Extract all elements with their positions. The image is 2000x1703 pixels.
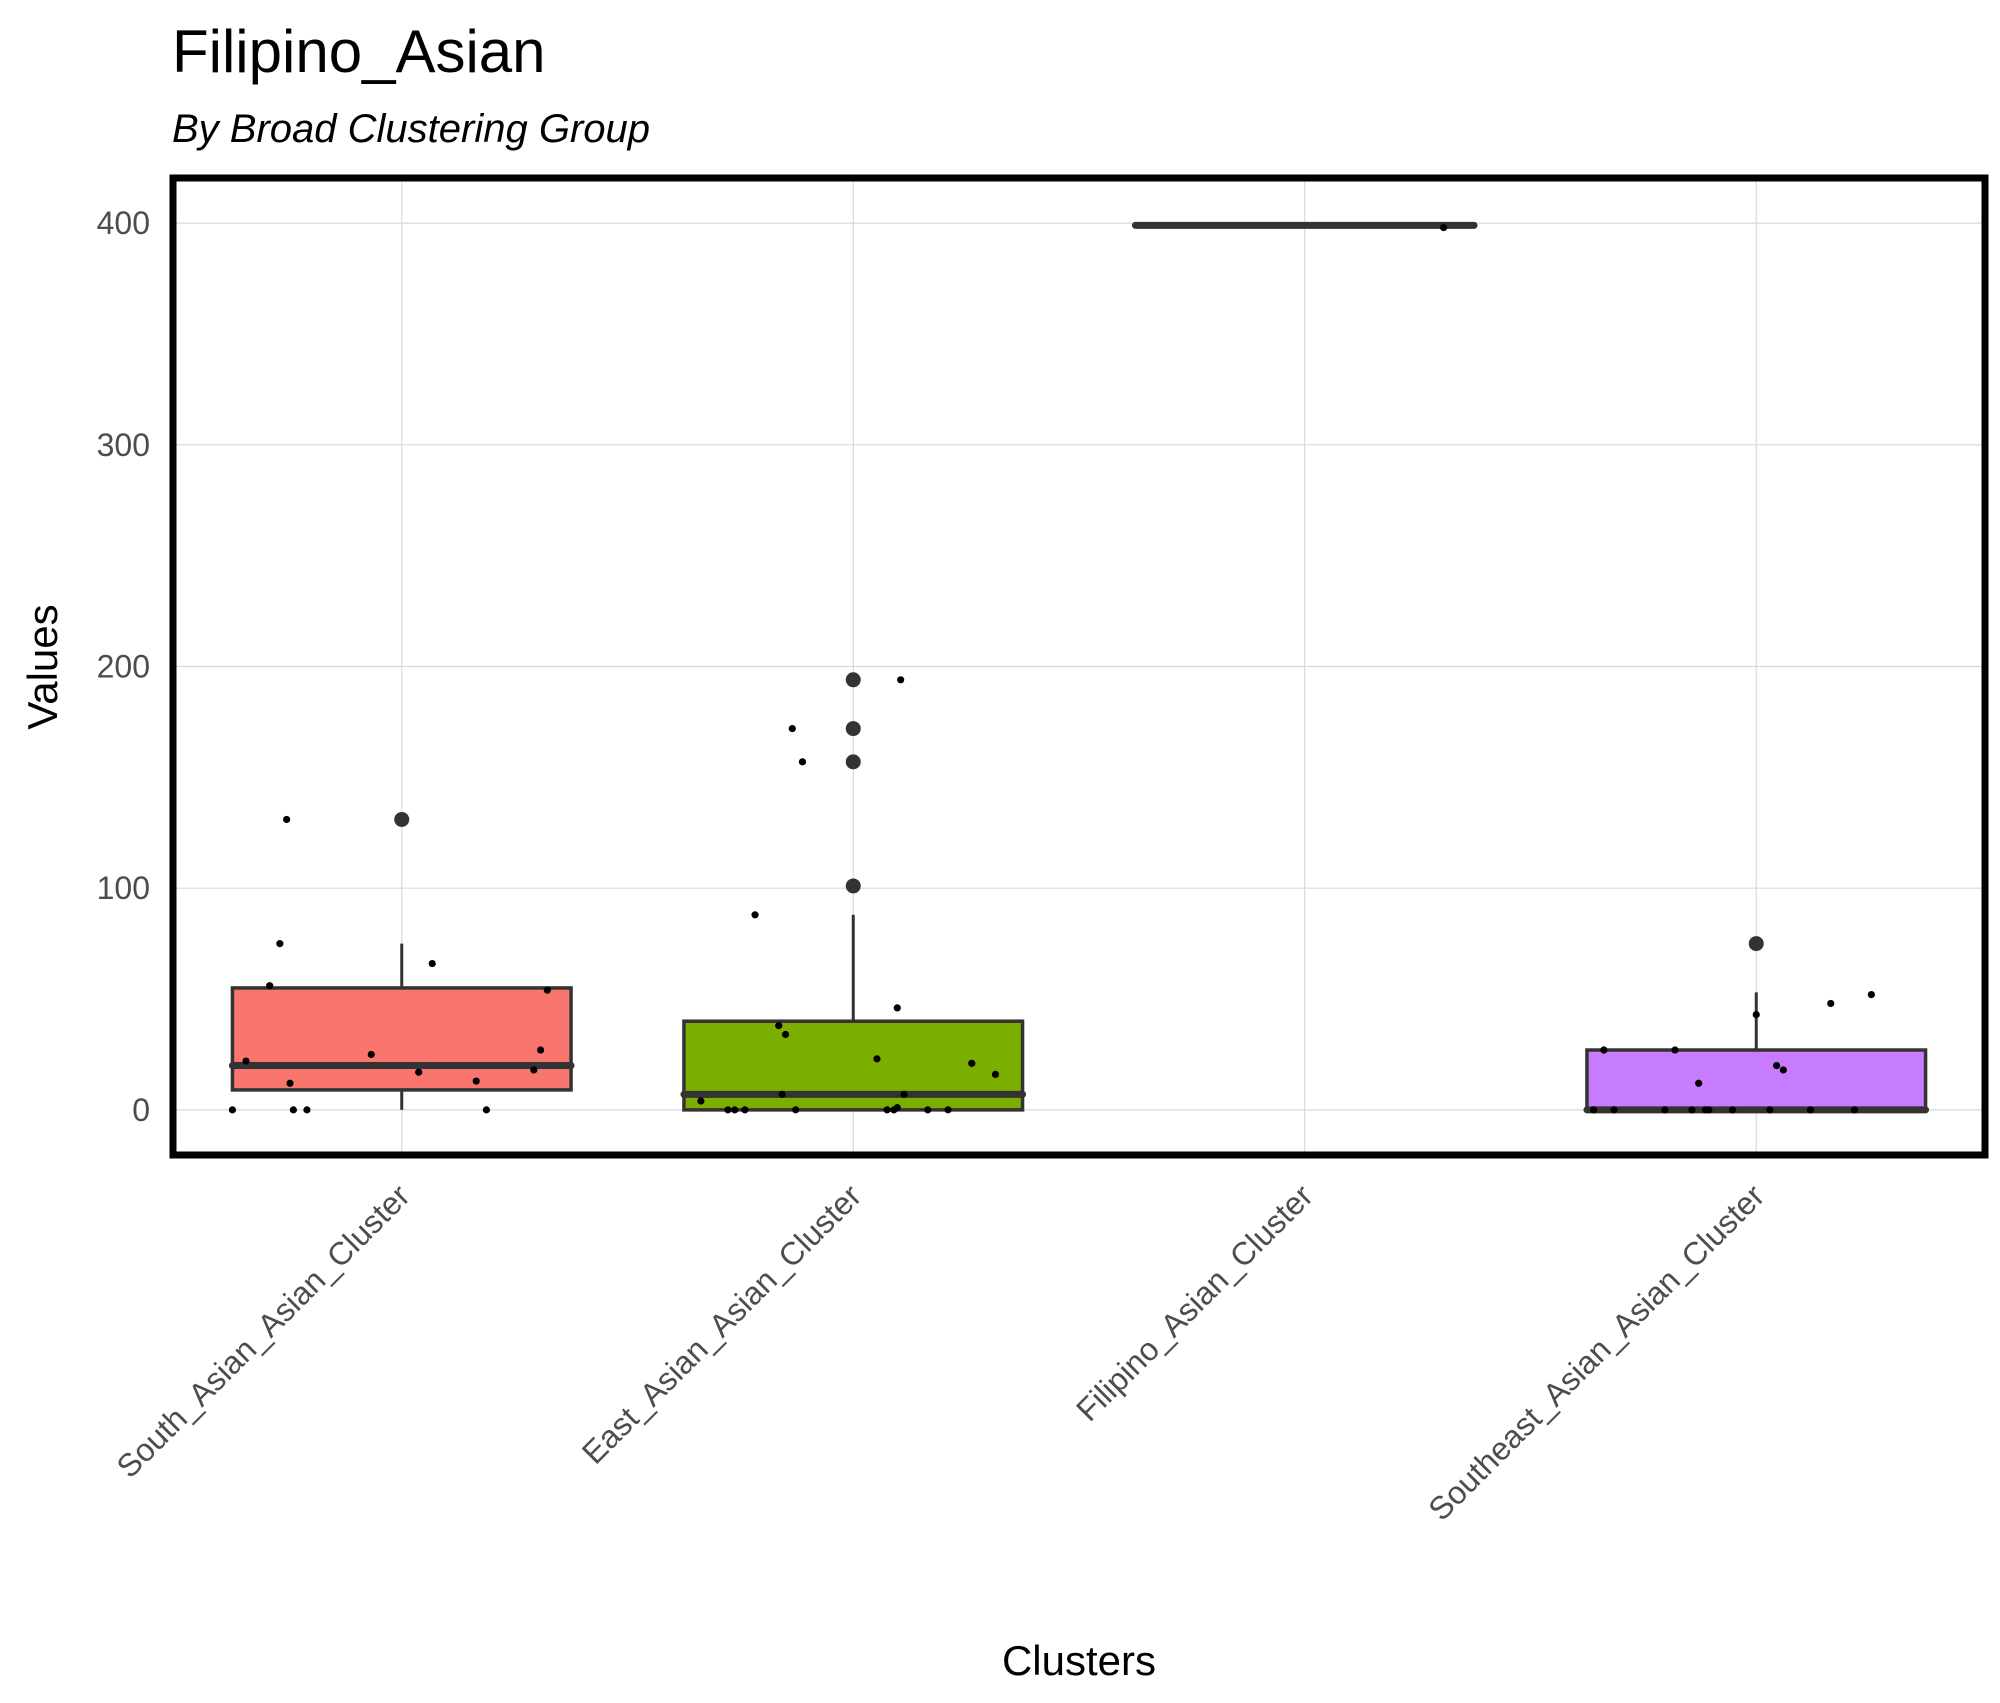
y-tick-label: 0 (132, 1092, 150, 1128)
jitter-point (944, 1106, 952, 1114)
panel-border (169, 174, 1989, 1159)
y-tick-label: 300 (97, 427, 150, 463)
jitter-point (1766, 1106, 1774, 1114)
jitter-point (283, 815, 291, 824)
jitter-point (543, 986, 551, 994)
jitter-point (536, 1046, 545, 1054)
jitter-point (788, 724, 796, 733)
jitter-point (924, 1106, 932, 1114)
x-tick-label: Southeast_Asian_Asian_Cluster (1421, 1177, 1771, 1527)
x-tick-label: Filipino_Asian_Cluster (1069, 1177, 1320, 1428)
jitter-point (482, 1106, 491, 1114)
jitter-point (1779, 1066, 1787, 1074)
x-axis-ticks: South_Asian_Asian_Cluster East_Asian_Asia… (109, 1177, 1771, 1527)
x-tick-label: East_Asian_Asian_Cluster (575, 1177, 869, 1471)
jitter-point (228, 1106, 237, 1114)
jitter-point (303, 1106, 311, 1114)
outlier-point (845, 878, 861, 894)
jitter-point (1728, 1106, 1737, 1114)
jitter-point (724, 1106, 732, 1114)
jitter-point (1688, 1106, 1696, 1114)
jitter-point (1590, 1106, 1598, 1114)
jitter-point (1600, 1046, 1608, 1054)
jitter-point (1439, 223, 1448, 232)
jitter-point (1705, 1106, 1713, 1114)
jitter-point (798, 758, 807, 766)
jitter-point (289, 1106, 297, 1114)
y-tick-label: 100 (97, 870, 150, 906)
outlier-point (845, 672, 861, 688)
jitter-point (1827, 999, 1835, 1008)
jitter-point (900, 1090, 908, 1098)
jitter-point (428, 959, 436, 968)
jitter-points (228, 223, 1875, 1114)
box-iqr (230, 986, 573, 1092)
jitter-point (897, 676, 905, 684)
gridlines (176, 181, 1982, 1152)
outlier-point (845, 721, 861, 737)
outlier-point (1748, 936, 1764, 952)
jitter-point (991, 1070, 1000, 1079)
jitter-point (242, 1057, 250, 1065)
jitter-point (1671, 1046, 1679, 1054)
jitter-point (883, 1106, 891, 1114)
jitter-point (472, 1077, 480, 1085)
jitter-point (751, 911, 759, 919)
jitter-point (1610, 1106, 1618, 1114)
jitter-point (415, 1068, 423, 1076)
jitter-point (781, 1030, 790, 1039)
y-tick-label: 400 (97, 205, 150, 241)
outlier-point (845, 754, 861, 770)
jitter-point (893, 1004, 901, 1012)
jitter-point (1806, 1106, 1815, 1114)
boxes (228, 221, 1930, 1114)
x-tick-label: South_Asian_Asian_Cluster (109, 1177, 416, 1484)
jitter-point (1772, 1061, 1781, 1070)
jitter-point (367, 1050, 375, 1059)
jitter-point (1850, 1106, 1859, 1114)
jitter-point (1867, 991, 1875, 999)
jitter-point (873, 1055, 881, 1063)
jitter-point (775, 1022, 783, 1030)
jitter-point (1695, 1079, 1703, 1087)
jitter-point (266, 982, 274, 990)
jitter-point (893, 1104, 901, 1112)
chart-title: Filipino_Asian (172, 18, 546, 85)
jitter-point (741, 1106, 749, 1114)
outlier-point (394, 811, 410, 827)
jitter-point (778, 1090, 786, 1098)
jitter-point (731, 1106, 739, 1114)
jitter-point (530, 1066, 538, 1074)
jitter-point (792, 1106, 800, 1114)
chart-subtitle: By Broad Clustering Group (172, 107, 650, 151)
jitter-point (286, 1079, 294, 1087)
y-axis-title: Values (19, 604, 66, 729)
jitter-point (276, 940, 284, 948)
y-axis-ticks: 0 100 200 300 400 (97, 205, 150, 1128)
jitter-point (697, 1097, 705, 1105)
jitter-point (1661, 1106, 1669, 1114)
jitter-point (1752, 1010, 1760, 1019)
x-axis-title: Clusters (1002, 1637, 1156, 1684)
y-tick-label: 200 (97, 649, 150, 685)
jitter-point (968, 1059, 976, 1067)
box-iqr (1585, 1048, 1928, 1112)
